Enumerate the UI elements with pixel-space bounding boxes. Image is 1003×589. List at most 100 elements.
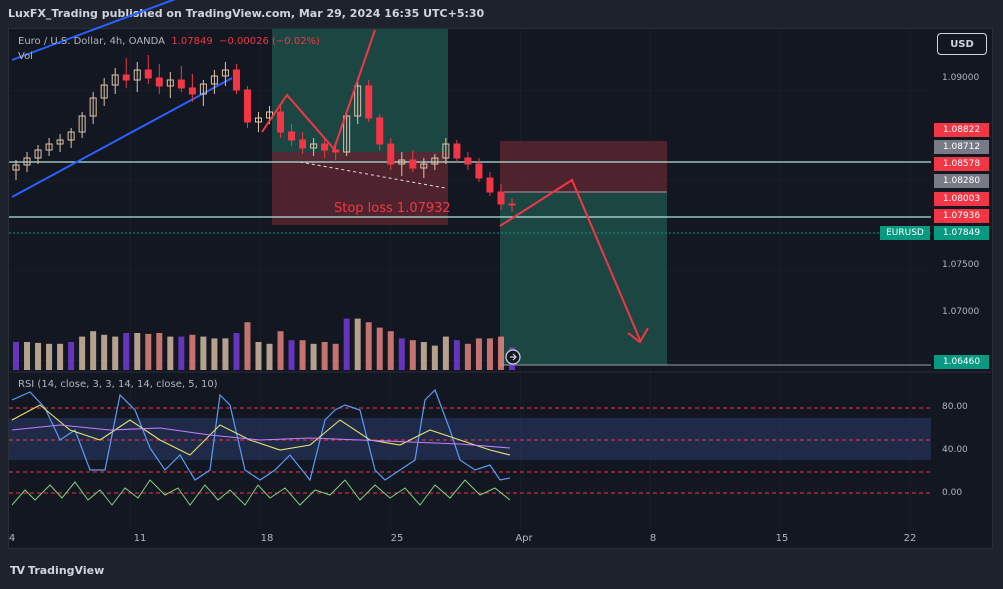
price-label: 1.07936 <box>934 209 989 223</box>
volume-bar <box>332 343 339 370</box>
price-label: 1.08280 <box>934 174 989 188</box>
projection-arrowhead <box>627 327 649 344</box>
candle-body <box>497 191 505 205</box>
price-tick: 1.07000 <box>942 307 980 317</box>
candle-body <box>122 74 130 81</box>
volume-bar <box>376 327 383 370</box>
rsi-series-blue <box>11 388 511 482</box>
volume-bar <box>189 334 196 370</box>
candle-body <box>111 74 119 86</box>
volume-bar <box>442 336 449 370</box>
price-tick: 1.07500 <box>942 260 980 270</box>
symbol-name: Euro / U.S. Dollar, 4h, OANDA <box>18 36 166 47</box>
candle-body <box>188 87 196 95</box>
channel-lower-line <box>11 77 233 198</box>
volume-legend[interactable]: Vol <box>18 51 33 62</box>
volume-bar <box>145 333 152 370</box>
candle-body <box>288 131 296 141</box>
rsi-tick: 0.00 <box>942 488 963 498</box>
volume-bar <box>398 338 405 370</box>
symbol-legend[interactable]: Euro / U.S. Dollar, 4h, OANDA 1.07849 −0… <box>18 36 320 47</box>
candle-body <box>166 79 174 87</box>
candle-body <box>177 79 185 89</box>
price-change: −0.00026 (−0.02%) <box>219 36 320 47</box>
rsi-series-yellow <box>11 404 511 456</box>
candle-body <box>78 115 86 133</box>
volume-bar <box>387 331 394 370</box>
tradingview-logo-icon: TV <box>10 564 25 577</box>
volume-bar <box>277 331 284 370</box>
candle-body <box>23 157 31 166</box>
channel-upper-line <box>11 0 176 61</box>
rsi-legend[interactable]: RSI (14, close, 3, 3, 14, 14, close, 5, … <box>18 379 218 390</box>
price-label: 1.08822 <box>934 123 989 137</box>
symbol-tag: EURUSD <box>880 226 930 240</box>
volume-bar <box>464 343 471 370</box>
price-label: 1.07849 <box>934 226 989 240</box>
candle-body <box>56 139 64 145</box>
rsi-series-green <box>11 479 511 506</box>
volume-bar <box>431 345 438 370</box>
candle-body <box>67 131 75 141</box>
footer-brand[interactable]: TV TradingView <box>10 564 104 577</box>
time-tick: 4 <box>8 533 16 544</box>
candle-body <box>321 143 329 151</box>
projection-path-1 <box>261 29 376 151</box>
time-tick: 25 <box>390 533 404 544</box>
time-tick: 22 <box>903 533 917 544</box>
candle-body <box>354 85 362 117</box>
projection-path-2 <box>499 178 641 341</box>
profit-zone-1 <box>272 29 448 162</box>
candle-body <box>420 163 428 169</box>
volume-bar <box>321 342 328 370</box>
candle-body <box>398 159 406 165</box>
candle-body <box>277 111 285 133</box>
volume-bar <box>211 338 218 370</box>
candle-body <box>486 177 494 193</box>
time-tick: Apr <box>515 533 533 544</box>
candle-body <box>89 97 97 117</box>
volume-bars <box>13 318 515 370</box>
candle-body <box>221 69 229 77</box>
rsi-tick: 40.00 <box>942 445 968 455</box>
volume-bar <box>13 342 19 370</box>
rsi-band <box>9 418 931 460</box>
volume-bar <box>156 333 163 370</box>
candle-body <box>100 84 108 99</box>
candle-body <box>133 69 141 81</box>
price-label: 1.08003 <box>934 192 989 206</box>
price-label: 1.06460 <box>934 355 989 369</box>
volume-bar <box>79 336 86 370</box>
volume-bar <box>365 322 372 370</box>
volume-bar <box>35 342 42 370</box>
candle-body <box>243 89 251 123</box>
rsi-series-purple <box>11 424 511 449</box>
volume-bar <box>123 333 130 370</box>
volume-bar <box>134 333 141 370</box>
volume-bar <box>24 342 31 370</box>
volume-bar <box>90 331 97 370</box>
candle-body <box>310 143 318 149</box>
candle-body <box>376 117 384 145</box>
price-candles <box>12 55 516 212</box>
volume-bar <box>299 340 306 370</box>
candle-body <box>254 117 262 123</box>
candle-body <box>387 143 395 165</box>
candle-body <box>475 163 483 179</box>
time-tick: 8 <box>649 533 657 544</box>
price-label: 1.08578 <box>934 157 989 171</box>
volume-bar <box>486 338 493 370</box>
price-tick: 1.09000 <box>942 73 980 83</box>
arrow-icon <box>510 353 517 361</box>
candle-body <box>343 115 351 153</box>
candle-body <box>442 143 450 159</box>
currency-button[interactable]: USD <box>937 33 987 55</box>
candle-body <box>365 85 373 119</box>
loss-zone-1 <box>272 152 448 225</box>
time-tick: 18 <box>260 533 274 544</box>
candle-body <box>508 203 516 206</box>
volume-bar <box>475 338 482 370</box>
candle-body <box>210 75 218 85</box>
stop-loss-label: Stop loss 1.07932 <box>334 201 451 216</box>
